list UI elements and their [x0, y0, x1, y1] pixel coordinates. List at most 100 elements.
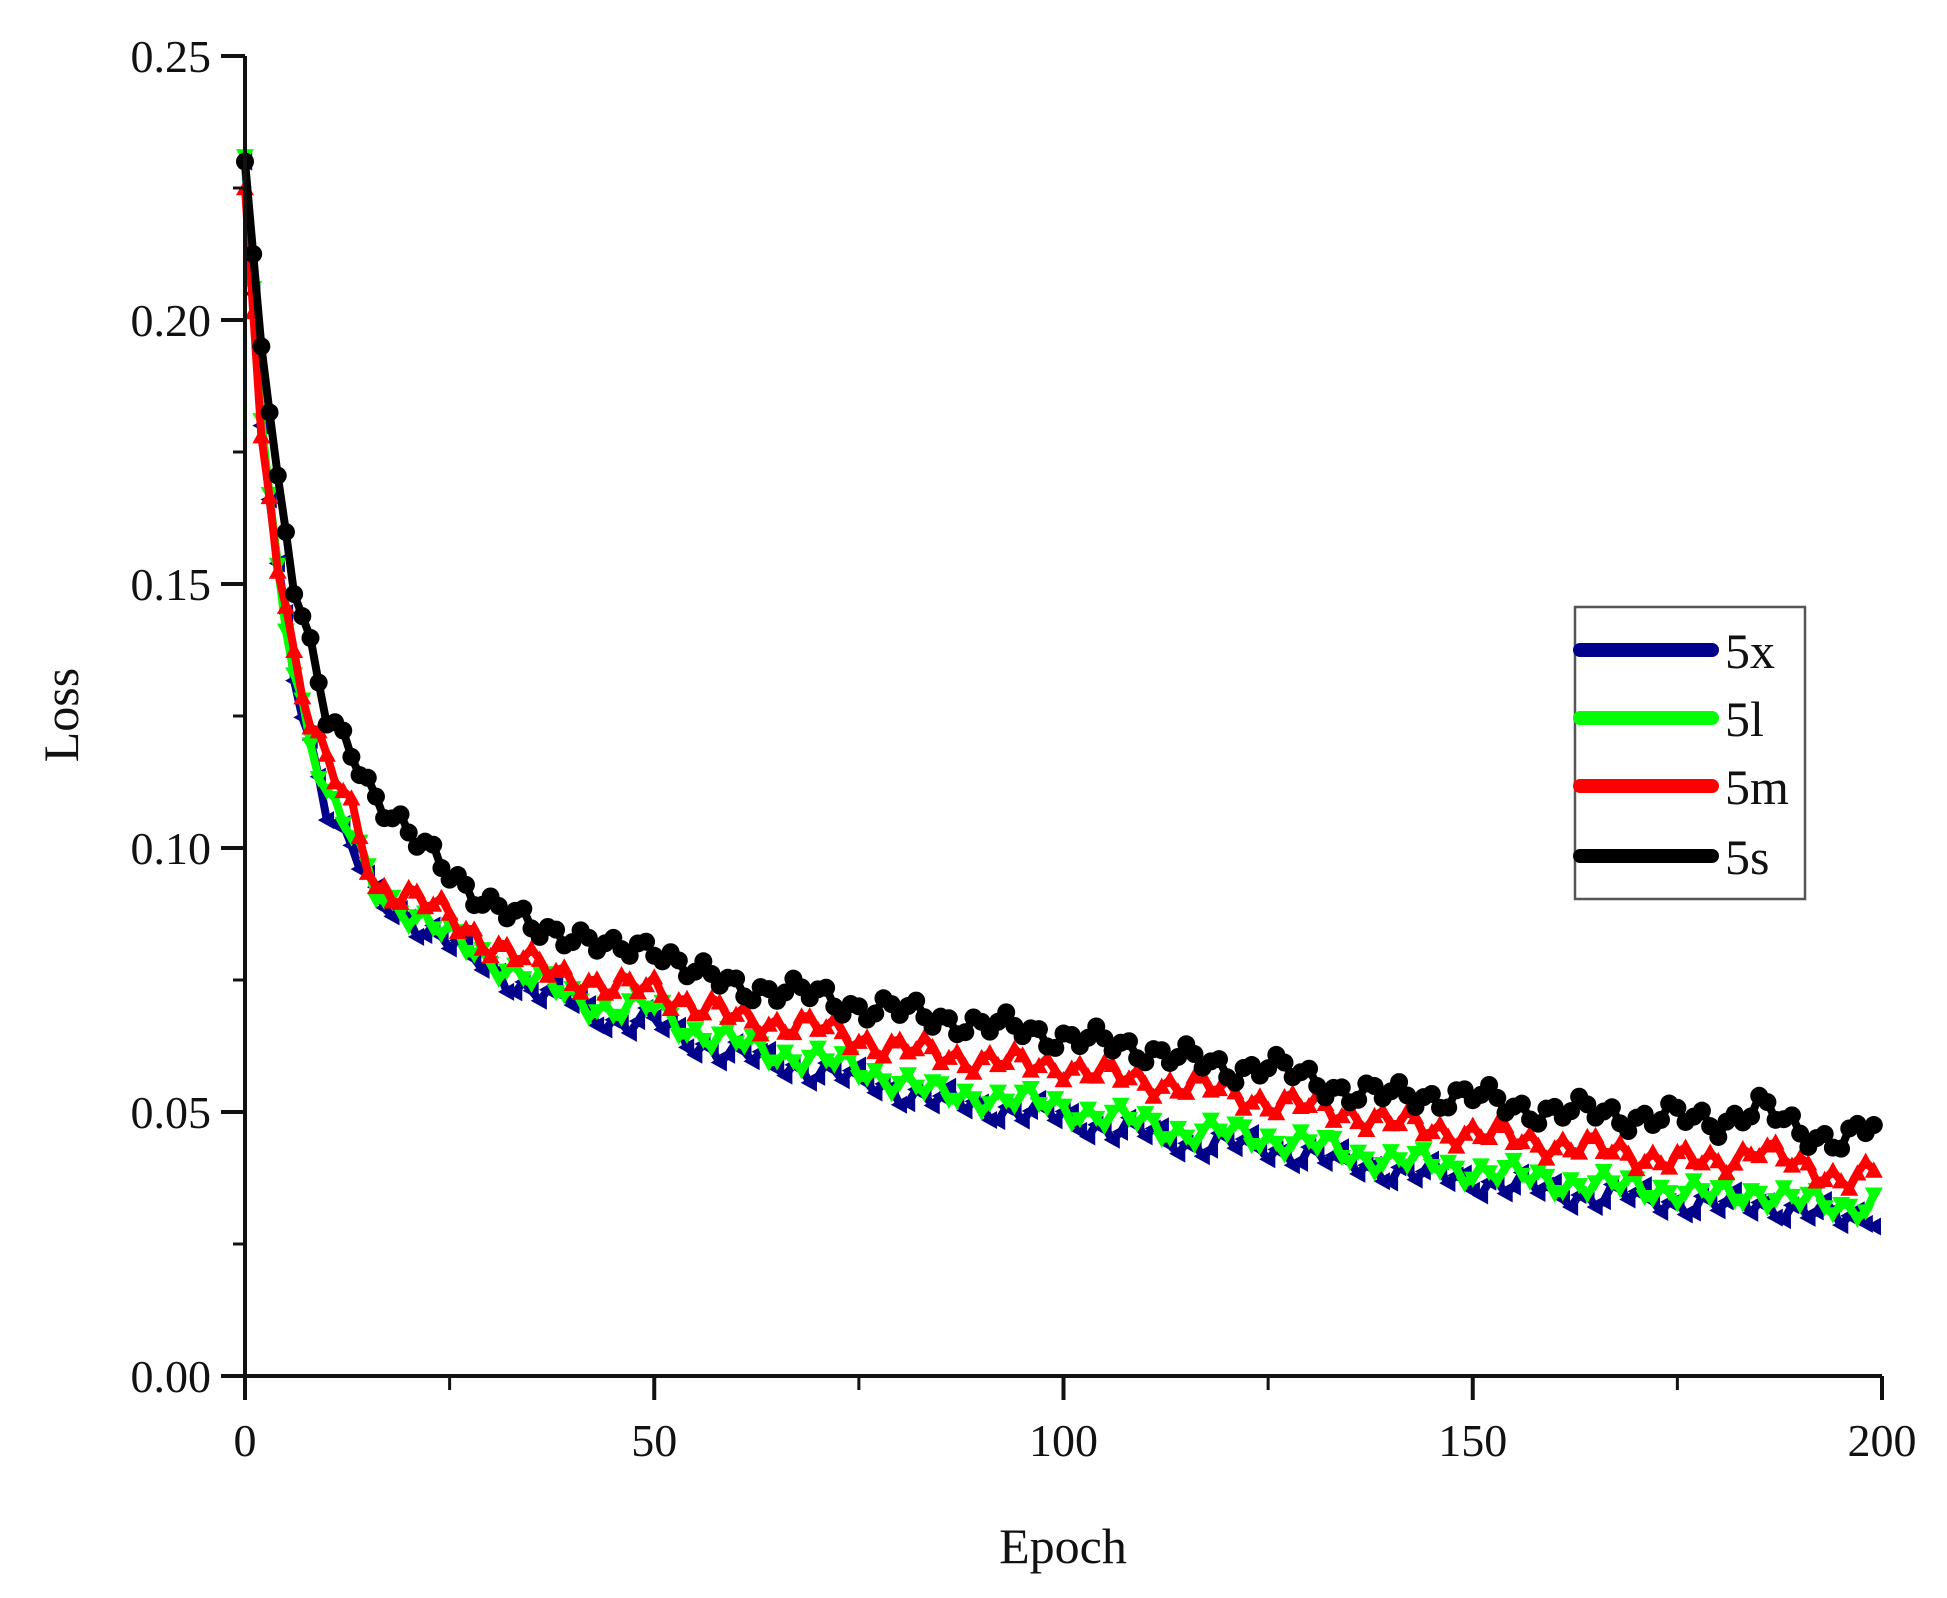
data-point-marker	[972, 1048, 991, 1066]
data-point-marker	[1144, 1112, 1163, 1129]
ticks: 0.00 0.05 0.10 0.15 0.20 0.25 0 50 100 150 200	[131, 31, 1917, 1466]
data-point-marker	[874, 1073, 893, 1090]
data-point-marker	[808, 1040, 827, 1057]
data-point-marker	[285, 641, 304, 659]
data-point-marker	[1185, 1137, 1204, 1154]
data-point-marker	[456, 875, 475, 894]
data-point-marker	[1791, 1124, 1810, 1143]
data-point-marker	[1390, 1114, 1409, 1132]
data-point-marker	[1586, 1126, 1605, 1144]
data-point-marker	[858, 1071, 877, 1088]
data-point-marker	[1259, 1150, 1276, 1169]
data-point-marker	[522, 939, 541, 957]
data-point-marker	[489, 971, 508, 988]
data-point-marker	[1676, 1185, 1695, 1202]
data-point-marker	[1275, 1147, 1294, 1164]
data-point-marker	[334, 816, 353, 833]
data-point-marker	[587, 1004, 606, 1021]
data-point-marker	[407, 882, 426, 899]
data-point-marker	[907, 1040, 926, 1057]
data-point-marker	[1774, 1180, 1793, 1197]
data-point-marker	[399, 823, 418, 842]
data-point-marker	[686, 1045, 703, 1064]
data-point-marker	[506, 983, 523, 1002]
data-point-marker	[1431, 1164, 1450, 1181]
data-point-marker	[1365, 1106, 1384, 1124]
data-point-marker	[473, 939, 492, 956]
data-point-marker	[1111, 1097, 1130, 1114]
legend-label-5m: 5m	[1725, 759, 1789, 815]
data-point-marker	[645, 968, 664, 985]
data-point-marker	[1324, 1111, 1343, 1128]
data-point-marker	[768, 1054, 787, 1071]
data-point-marker	[309, 771, 328, 788]
data-point-marker	[1553, 1185, 1572, 1202]
data-point-marker	[1864, 1217, 1882, 1236]
data-point-marker	[596, 1020, 613, 1039]
data-point-marker	[1676, 1205, 1693, 1224]
data-point-marker	[923, 1037, 942, 1055]
data-point-marker	[1021, 1101, 1038, 1120]
data-point-marker	[1652, 1203, 1669, 1222]
data-point-marker	[1488, 1173, 1507, 1190]
data-point-marker	[735, 1039, 754, 1056]
data-point-marker	[792, 1063, 811, 1080]
data-point-marker	[1799, 1154, 1818, 1171]
data-point-marker	[1046, 1062, 1065, 1079]
data-point-marker	[1619, 1190, 1636, 1209]
data-point-marker	[309, 673, 328, 692]
data-point-marker	[997, 1003, 1016, 1022]
data-point-marker	[579, 1010, 598, 1027]
data-point-marker	[628, 1012, 646, 1031]
data-point-marker	[1242, 1093, 1261, 1110]
data-point-marker	[1160, 1070, 1179, 1087]
data-point-marker	[1439, 1127, 1458, 1144]
data-point-marker	[391, 805, 410, 824]
data-point-marker	[432, 926, 451, 944]
data-point-marker	[1766, 1193, 1785, 1210]
data-point-marker	[694, 1004, 713, 1021]
data-point-marker	[743, 991, 762, 1010]
data-point-marker	[1119, 1111, 1138, 1129]
data-point-marker	[653, 1020, 670, 1039]
data-point-marker	[1357, 1120, 1376, 1137]
data-point-marker	[309, 722, 328, 739]
data-point-marker	[1283, 1156, 1300, 1175]
data-point-marker	[759, 1040, 777, 1059]
data-point-marker	[276, 523, 295, 542]
data-point-marker	[890, 1095, 907, 1114]
data-point-marker	[1537, 1168, 1556, 1186]
data-point-marker	[1832, 1172, 1851, 1189]
data-point-marker	[1668, 1098, 1687, 1117]
data-point-marker	[710, 993, 729, 1010]
x-tick-label: 200	[1848, 1415, 1917, 1466]
legend-item-5m: 5m	[1573, 759, 1789, 815]
data-point-marker	[1840, 1179, 1859, 1196]
data-point-marker	[784, 1023, 803, 1041]
data-point-marker	[1373, 1101, 1392, 1118]
data-point-marker	[342, 747, 361, 766]
data-point-marker	[1267, 1135, 1286, 1153]
data-point-marker	[1226, 1073, 1245, 1092]
data-point-marker	[1300, 1096, 1319, 1114]
data-point-marker	[800, 1007, 819, 1024]
data-point-marker	[1643, 1191, 1662, 1208]
data-point-marker	[1152, 1117, 1169, 1136]
data-point-marker	[285, 585, 304, 604]
data-point-marker	[555, 988, 574, 1005]
data-point-marker	[1349, 1090, 1368, 1109]
data-point-marker	[980, 1111, 998, 1130]
data-point-marker	[1070, 1112, 1089, 1129]
data-point-marker	[1119, 1032, 1138, 1051]
data-point-marker	[358, 768, 377, 787]
data-point-marker	[1439, 1174, 1456, 1193]
data-point-marker	[1021, 1080, 1040, 1098]
x-tick-label: 0	[234, 1415, 257, 1466]
data-point-marker	[1578, 1095, 1597, 1114]
data-point-marker	[260, 487, 279, 505]
data-point-marker	[1152, 1041, 1171, 1060]
data-point-marker	[1275, 1053, 1294, 1072]
data-point-marker	[514, 899, 533, 918]
data-point-marker	[768, 1010, 787, 1027]
